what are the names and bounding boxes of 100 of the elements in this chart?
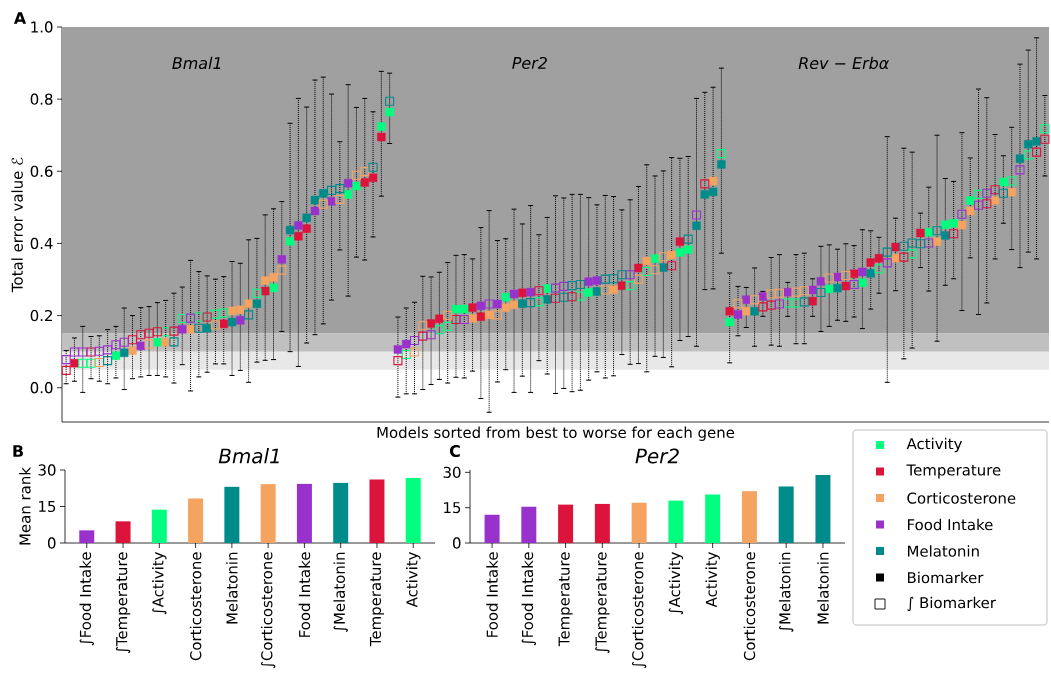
point bbox=[294, 221, 303, 230]
point bbox=[468, 303, 477, 312]
legend-label: Activity bbox=[906, 437, 962, 453]
bar bbox=[224, 486, 240, 543]
point bbox=[534, 297, 544, 307]
point bbox=[468, 314, 477, 323]
y-tick-label: 15 bbox=[444, 502, 461, 514]
point bbox=[509, 300, 519, 309]
y-axis-title: Mean rank bbox=[19, 467, 31, 545]
point bbox=[484, 299, 494, 309]
point bbox=[634, 263, 643, 273]
point bbox=[700, 190, 709, 199]
point bbox=[360, 167, 370, 177]
point bbox=[402, 339, 411, 349]
point bbox=[393, 356, 403, 366]
point bbox=[766, 289, 776, 299]
text: A bbox=[13, 12, 27, 24]
point bbox=[103, 345, 113, 355]
point bbox=[808, 296, 817, 306]
x-axis-title: Models sorted from best to worse for each gene bbox=[377, 426, 735, 441]
point bbox=[650, 254, 660, 263]
point bbox=[550, 293, 561, 303]
point bbox=[584, 288, 593, 297]
point bbox=[966, 196, 975, 205]
point bbox=[559, 281, 569, 291]
chart-title: Bmal1 bbox=[218, 448, 279, 464]
point bbox=[1015, 154, 1025, 163]
point bbox=[791, 287, 801, 297]
point bbox=[858, 267, 867, 277]
x-tick-label: ∫Food Intake bbox=[521, 552, 537, 646]
point bbox=[1007, 188, 1016, 197]
point bbox=[1023, 150, 1033, 160]
point bbox=[874, 264, 884, 274]
bar bbox=[705, 494, 721, 543]
point bbox=[1015, 165, 1025, 175]
point bbox=[567, 281, 577, 291]
point bbox=[327, 185, 337, 195]
point bbox=[998, 188, 1008, 198]
legend-label: Corticosterone bbox=[907, 492, 1016, 504]
point bbox=[957, 209, 967, 219]
point bbox=[169, 326, 179, 336]
point bbox=[227, 306, 237, 316]
point bbox=[401, 349, 411, 360]
point bbox=[915, 239, 925, 249]
point bbox=[799, 297, 809, 307]
text: B bbox=[13, 445, 23, 457]
point bbox=[742, 295, 751, 304]
point bbox=[725, 307, 734, 316]
point bbox=[575, 291, 585, 301]
bar bbox=[631, 502, 647, 543]
point bbox=[642, 267, 652, 277]
point bbox=[152, 327, 162, 337]
point bbox=[219, 308, 229, 318]
bar bbox=[188, 498, 204, 543]
bar bbox=[558, 504, 574, 543]
point bbox=[949, 229, 959, 239]
point bbox=[509, 289, 519, 299]
point bbox=[973, 200, 984, 210]
bar bbox=[484, 514, 500, 543]
x-tick-label: ∫Melatonin bbox=[333, 552, 348, 632]
point bbox=[750, 295, 760, 305]
point bbox=[86, 358, 96, 368]
point bbox=[941, 220, 950, 229]
point bbox=[592, 287, 602, 296]
point bbox=[999, 177, 1008, 187]
y-tick-label: 30 bbox=[443, 466, 461, 479]
point bbox=[285, 237, 295, 246]
point bbox=[849, 269, 859, 278]
point bbox=[484, 310, 494, 320]
x-tick-label: ∫Corticosterone bbox=[260, 552, 276, 668]
x-tick-label: Food Intake bbox=[486, 552, 498, 637]
point bbox=[907, 238, 917, 248]
point bbox=[691, 210, 702, 220]
text: ∫ Biomarker bbox=[907, 596, 996, 612]
point bbox=[667, 250, 676, 260]
point bbox=[907, 249, 917, 259]
y-tick-label: 0.8 bbox=[30, 93, 53, 105]
point bbox=[120, 348, 129, 357]
point bbox=[825, 284, 834, 294]
point bbox=[261, 276, 270, 285]
point bbox=[202, 312, 212, 322]
point bbox=[600, 274, 610, 284]
chart-title: Per2 bbox=[635, 448, 679, 464]
x-tick-label: Melatonin bbox=[226, 552, 238, 624]
y-tick-label: 0.2 bbox=[30, 309, 52, 322]
point bbox=[310, 195, 320, 205]
point bbox=[534, 286, 544, 296]
point bbox=[957, 220, 967, 230]
point bbox=[874, 254, 884, 263]
point bbox=[932, 237, 942, 246]
point bbox=[377, 122, 386, 131]
point bbox=[269, 283, 278, 292]
point bbox=[236, 316, 245, 325]
point bbox=[733, 310, 743, 319]
point bbox=[941, 231, 950, 240]
point bbox=[1024, 140, 1033, 149]
x-tick-label: Temperature bbox=[369, 552, 384, 647]
point bbox=[443, 321, 453, 331]
point bbox=[932, 226, 942, 236]
point bbox=[808, 285, 817, 295]
